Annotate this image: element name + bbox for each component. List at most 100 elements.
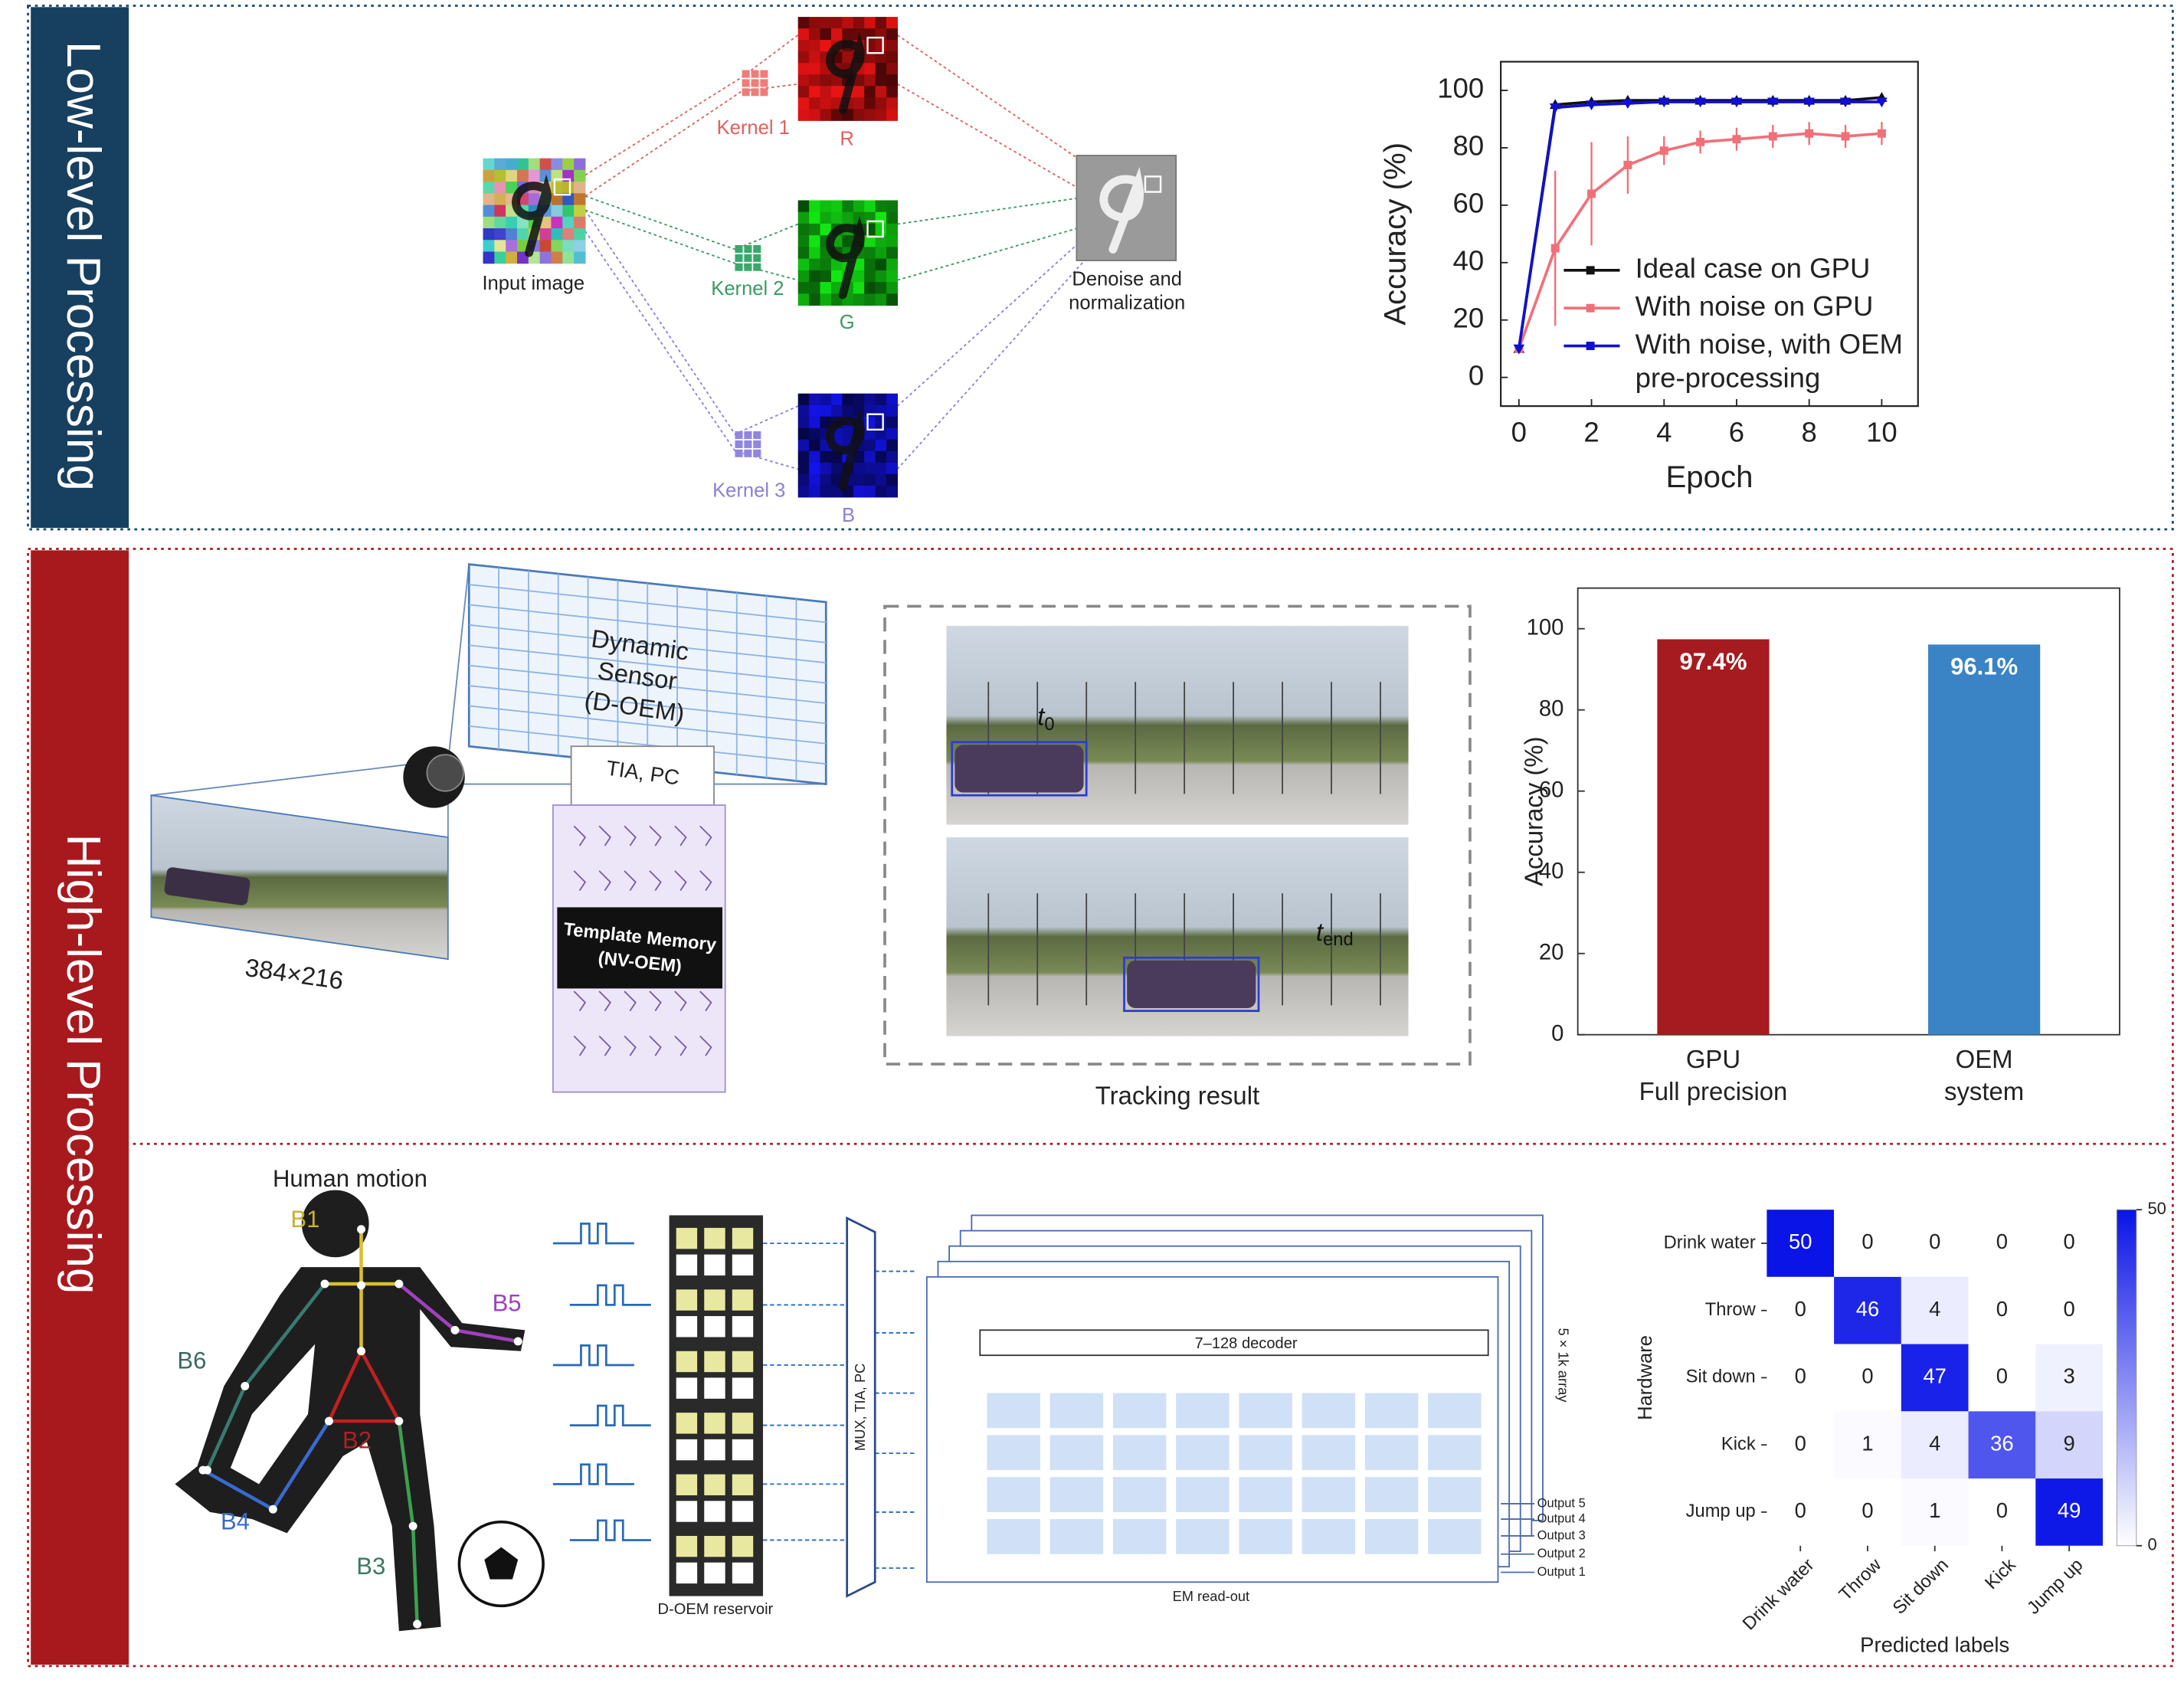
image-pixel — [830, 28, 843, 41]
image-pixel — [797, 40, 810, 52]
image-pixel — [820, 293, 832, 306]
image-pixel — [820, 258, 832, 271]
time-label: tend — [1316, 918, 1354, 951]
image-pixel — [483, 228, 495, 241]
image-pixel — [864, 293, 876, 306]
cell-label: 0 — [1795, 1364, 1806, 1388]
digit-stroke — [512, 174, 552, 257]
memory-cell — [1364, 1477, 1419, 1512]
heatmap-cell — [1767, 1344, 1835, 1412]
image-pixel — [820, 462, 832, 475]
image-pixel — [809, 473, 821, 486]
kernel-cell — [744, 449, 752, 457]
memory-cell — [1428, 1393, 1482, 1429]
image-pixel — [574, 205, 586, 218]
image-pixel — [886, 293, 899, 306]
image-pixel — [516, 158, 529, 171]
joint — [357, 1347, 365, 1356]
heatmap-cell — [1834, 1276, 1901, 1344]
image-pixel — [809, 109, 821, 121]
image-pixel — [809, 282, 821, 294]
image-pixel — [875, 416, 887, 429]
reservoir-cell — [732, 1562, 754, 1584]
legend-line: pre-processing — [1636, 362, 1821, 393]
label: Output 1 — [1537, 1565, 1586, 1579]
decoder — [979, 1329, 1489, 1357]
memory-cell — [674, 1035, 687, 1056]
y-tick-label: Drink water — [1664, 1232, 1756, 1252]
kernel-cell — [735, 254, 743, 262]
image-pixel — [886, 473, 899, 486]
image-pixel — [853, 97, 865, 110]
memory-cell — [674, 870, 687, 891]
sensor-grid — [469, 584, 827, 624]
connection — [896, 34, 1093, 169]
image-pixel — [494, 240, 506, 253]
cell-label: 1 — [1929, 1498, 1940, 1522]
image-pixel — [562, 251, 575, 264]
bus — [164, 867, 250, 905]
memory-cell — [987, 1477, 1040, 1512]
image-pixel — [506, 158, 518, 171]
reservoir-cell — [704, 1254, 725, 1276]
x-tick-label: 2 — [1583, 416, 1599, 447]
marker — [1841, 132, 1850, 141]
label: Kernel 1 — [717, 117, 790, 139]
image-pixel — [853, 211, 865, 224]
kernel-cell — [751, 88, 759, 97]
label: B — [842, 505, 855, 526]
image-pixel — [864, 473, 876, 486]
image-pixel — [886, 223, 899, 236]
image-pixel — [875, 450, 887, 463]
input-pulse — [552, 1223, 634, 1245]
y-tick-label: Jump up — [1686, 1501, 1756, 1521]
image-pixel — [875, 74, 887, 87]
memory-cell — [1049, 1435, 1104, 1471]
cell-label: 4 — [1929, 1297, 1940, 1321]
marker — [1658, 97, 1670, 108]
marker — [1803, 97, 1815, 108]
image-pixel — [483, 216, 495, 229]
image-pixel — [820, 473, 832, 486]
memory-cell — [1302, 1435, 1356, 1471]
x-tick-label: Sit down — [1888, 1554, 1953, 1619]
image-pixel — [494, 182, 506, 194]
colorbar — [2116, 1209, 2137, 1547]
legend-marker — [1586, 342, 1595, 351]
image-pixel — [494, 158, 506, 171]
connection — [897, 83, 1092, 197]
reservoir-cell — [676, 1351, 698, 1373]
joint — [395, 1279, 404, 1288]
label: Tracking result — [1095, 1082, 1259, 1110]
image-pixel — [809, 404, 821, 417]
image-pixel — [539, 169, 552, 182]
image-pixel — [886, 416, 899, 429]
image-pixel — [809, 485, 821, 498]
kernel-cell — [735, 449, 743, 457]
image-pixel — [797, 473, 810, 486]
image-pixel — [853, 86, 865, 98]
cell-label: 0 — [1861, 1230, 1873, 1253]
label: D-OEM reservoir — [658, 1601, 774, 1618]
image-pixel — [809, 462, 821, 475]
kernel-cell — [760, 79, 768, 87]
image-pixel — [875, 282, 887, 294]
label: B4 — [221, 1508, 250, 1535]
image-pixel — [853, 282, 865, 294]
image-pixel — [864, 211, 876, 224]
image-pixel — [864, 393, 876, 406]
image-pixel — [820, 270, 832, 283]
kernel-cell — [753, 244, 761, 254]
cell-label: 0 — [1996, 1230, 2008, 1253]
cell-label: 1 — [1861, 1431, 1873, 1455]
reservoir-cell — [676, 1377, 698, 1399]
image-pixel — [864, 439, 876, 452]
cell-label: 0 — [1996, 1297, 2008, 1321]
image-pixel — [853, 485, 865, 498]
joint — [241, 1381, 250, 1390]
marker — [1768, 132, 1777, 141]
image-pixel — [864, 485, 876, 498]
kernel-cell — [753, 440, 761, 448]
memory-cell — [987, 1393, 1040, 1429]
image-pixel — [864, 74, 876, 87]
